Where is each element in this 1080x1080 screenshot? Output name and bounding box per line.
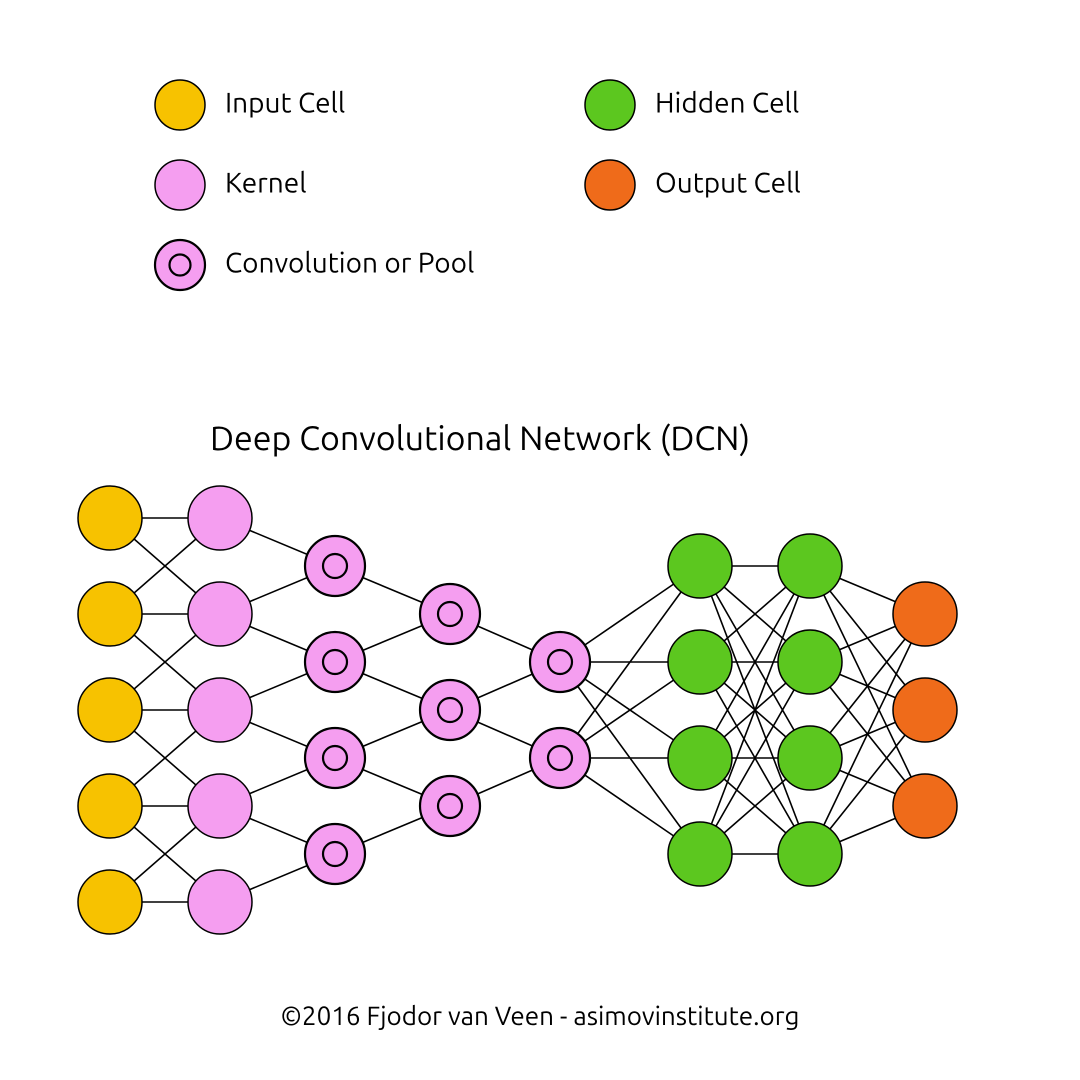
node-kern1-3 xyxy=(188,774,252,838)
node-hid2-2 xyxy=(778,726,842,790)
node-conv1-0 xyxy=(305,536,365,596)
node-hid1-0 xyxy=(668,534,732,598)
legend-label-conv: Convolution or Pool xyxy=(225,247,474,278)
node-kern1-2 xyxy=(188,678,252,742)
legend-swatch-conv xyxy=(155,240,205,290)
node-input-0 xyxy=(78,486,142,550)
node-conv3-1 xyxy=(530,728,590,788)
legend-swatch-input xyxy=(155,80,205,130)
legend-label-output: Output Cell xyxy=(655,167,801,198)
legend-label-kernel: Kernel xyxy=(225,167,307,198)
node-out-1 xyxy=(893,678,957,742)
node-kern1-4 xyxy=(188,870,252,934)
legend-label-hidden: Hidden Cell xyxy=(655,87,799,118)
node-hid1-2 xyxy=(668,726,732,790)
attribution: ©2016 Fjodor van Veen - asimovinstitute.… xyxy=(281,1001,800,1030)
node-input-1 xyxy=(78,582,142,646)
node-conv2-0 xyxy=(420,584,480,644)
node-hid2-0 xyxy=(778,534,842,598)
node-conv1-3 xyxy=(305,824,365,884)
node-conv2-1 xyxy=(420,680,480,740)
node-input-2 xyxy=(78,678,142,742)
node-hid1-3 xyxy=(668,822,732,886)
legend: Input Cell Kernel Convolution or Pool Hidde… xyxy=(155,80,801,290)
diagram-canvas: Input Cell Kernel Convolution or Pool Hidde… xyxy=(0,0,1080,1080)
node-input-3 xyxy=(78,774,142,838)
node-kern1-0 xyxy=(188,486,252,550)
node-conv2-2 xyxy=(420,776,480,836)
legend-swatch-hidden xyxy=(585,80,635,130)
node-conv3-0 xyxy=(530,632,590,692)
node-hid2-3 xyxy=(778,822,842,886)
node-conv1-2 xyxy=(305,728,365,788)
node-hid2-1 xyxy=(778,630,842,694)
node-conv1-1 xyxy=(305,632,365,692)
legend-swatch-kernel xyxy=(155,160,205,210)
node-kern1-1 xyxy=(188,582,252,646)
nodes xyxy=(78,486,957,934)
node-out-2 xyxy=(893,774,957,838)
node-out-0 xyxy=(893,582,957,646)
legend-label-input: Input Cell xyxy=(225,87,345,118)
node-hid1-1 xyxy=(668,630,732,694)
node-input-4 xyxy=(78,870,142,934)
legend-swatch-output xyxy=(585,160,635,210)
diagram-title: Deep Convolutional Network (DCN) xyxy=(210,419,750,457)
